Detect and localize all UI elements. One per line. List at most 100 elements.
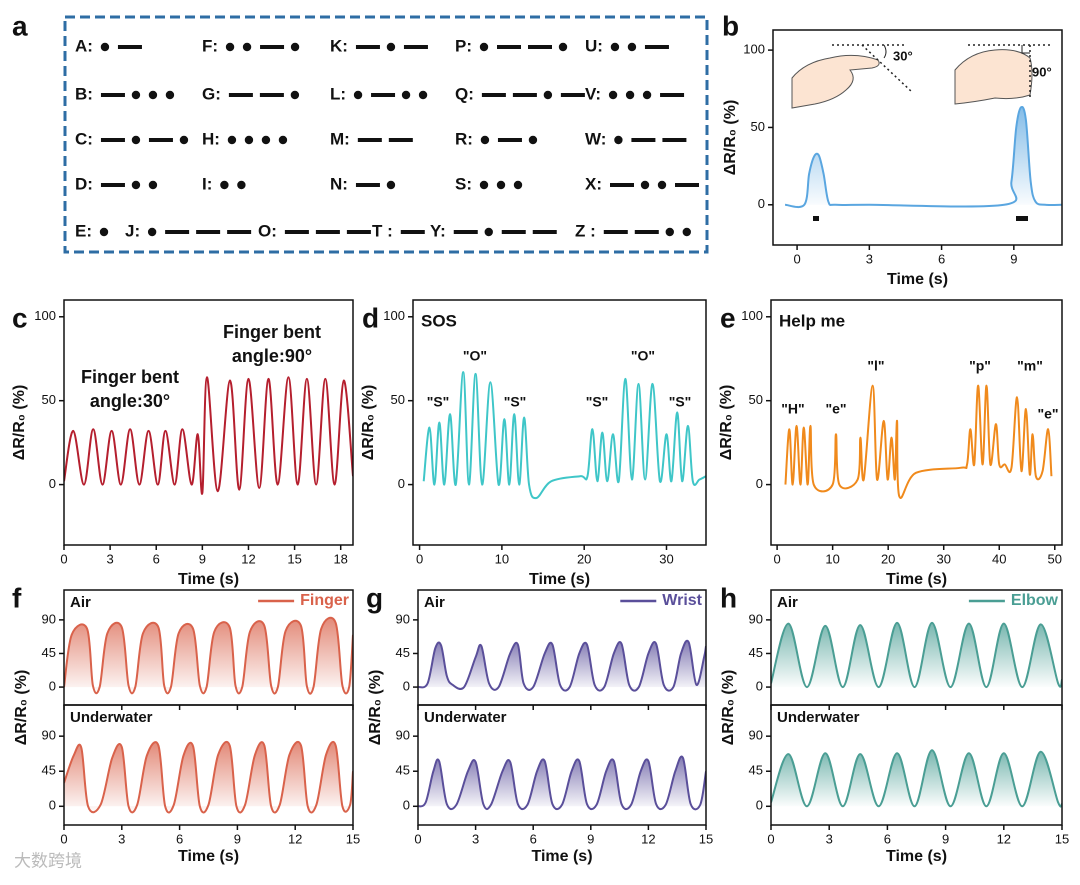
x-tick-label: 3 bbox=[118, 831, 125, 846]
panel-title: Help me bbox=[779, 311, 845, 330]
x-tick-label: 6 bbox=[176, 831, 183, 846]
morse-dot bbox=[642, 90, 652, 100]
morse-dash bbox=[453, 230, 478, 234]
morse-dot bbox=[225, 42, 235, 52]
y-tick-label: 0 bbox=[403, 679, 410, 694]
axes-frame bbox=[63, 299, 354, 546]
axes-frame bbox=[772, 29, 1063, 246]
y-tick-label: 90 bbox=[749, 611, 763, 626]
y-tick-label: 45 bbox=[749, 763, 763, 778]
annotation: angle:90° bbox=[232, 346, 312, 366]
morse-dash bbox=[165, 230, 190, 234]
x-tick-label: 12 bbox=[997, 831, 1011, 846]
annotation: "O" bbox=[463, 348, 487, 364]
y-tick-label: 0 bbox=[49, 476, 56, 491]
y-axis-label: ΔR/R₀ (%) bbox=[360, 385, 377, 461]
y-axis-label: ΔR/R₀ (%) bbox=[13, 670, 30, 746]
panel-sublabel: Air bbox=[777, 594, 798, 611]
x-tick-label: 30 bbox=[659, 551, 673, 566]
axes-frame bbox=[412, 299, 707, 546]
axes-frame bbox=[770, 704, 1063, 826]
panel-sublabel: Underwater bbox=[424, 709, 507, 726]
y-axis-label: ΔR/R₀ (%) bbox=[722, 100, 739, 176]
morse-letter: Q: bbox=[455, 84, 474, 103]
morse-dash bbox=[403, 45, 428, 49]
morse-dot bbox=[543, 90, 553, 100]
y-tick-label: 45 bbox=[42, 763, 56, 778]
y-tick-label: 50 bbox=[751, 119, 765, 134]
x-tick-label: 6 bbox=[153, 551, 160, 566]
morse-dash bbox=[560, 93, 585, 97]
y-tick-label: 100 bbox=[383, 308, 405, 323]
morse-dash bbox=[117, 45, 142, 49]
morse-dash bbox=[631, 138, 656, 142]
x-axis-label: Time (s) bbox=[529, 571, 590, 588]
annotation: "H" bbox=[781, 401, 804, 417]
y-axis-label: ΔR/R₀ (%) bbox=[367, 670, 384, 746]
y-tick-label: 45 bbox=[749, 645, 763, 660]
annotation: angle:30° bbox=[90, 391, 170, 411]
morse-letter: T : bbox=[372, 221, 393, 240]
area-fill bbox=[418, 640, 706, 691]
legend-label: Finger bbox=[300, 592, 349, 609]
morse-letter: L: bbox=[330, 84, 346, 103]
x-tick-label: 0 bbox=[793, 251, 800, 266]
y-tick-label: 90 bbox=[749, 728, 763, 743]
x-tick-label: 9 bbox=[942, 831, 949, 846]
x-tick-label: 15 bbox=[699, 831, 713, 846]
data-line bbox=[64, 616, 353, 695]
x-tick-label: 20 bbox=[881, 551, 895, 566]
panel-label: e bbox=[720, 302, 736, 333]
x-axis-label: Time (s) bbox=[886, 848, 947, 865]
morse-letter: Z : bbox=[575, 221, 596, 240]
annotation: Finger bent bbox=[81, 367, 179, 387]
area-fill bbox=[64, 741, 353, 813]
morse-dash bbox=[148, 138, 173, 142]
morse-dot bbox=[353, 90, 363, 100]
morse-dot bbox=[131, 180, 141, 190]
panel-label: f bbox=[12, 582, 22, 613]
morse-dot bbox=[484, 227, 493, 237]
watermark: 大数跨境 bbox=[14, 851, 82, 870]
x-tick-label: 0 bbox=[414, 831, 421, 846]
morse-dot bbox=[418, 90, 428, 100]
morse-dash bbox=[284, 230, 309, 234]
morse-dash bbox=[100, 183, 125, 187]
annotation: Finger bent bbox=[223, 322, 321, 342]
morse-dot bbox=[480, 135, 490, 145]
data-line bbox=[771, 621, 1062, 689]
x-tick-label: 18 bbox=[333, 551, 347, 566]
y-tick-label: 90 bbox=[396, 611, 410, 626]
morse-dot bbox=[625, 90, 635, 100]
morse-dot bbox=[401, 90, 411, 100]
x-tick-label: 3 bbox=[866, 251, 873, 266]
x-tick-label: 50 bbox=[1048, 551, 1062, 566]
y-tick-label: 0 bbox=[49, 679, 56, 694]
morse-letter: O: bbox=[258, 221, 277, 240]
x-axis-label: Time (s) bbox=[178, 571, 239, 588]
panel-label: h bbox=[720, 582, 737, 613]
morse-dash-indicator bbox=[1016, 216, 1028, 221]
x-tick-label: 3 bbox=[826, 831, 833, 846]
annotation: "S" bbox=[586, 394, 609, 410]
y-tick-label: 0 bbox=[756, 476, 763, 491]
morse-dash bbox=[355, 183, 380, 187]
morse-dot bbox=[479, 180, 489, 190]
morse-dot-indicator bbox=[813, 216, 819, 221]
y-axis-label: ΔR/R₀ (%) bbox=[720, 670, 737, 746]
x-axis-label: Time (s) bbox=[887, 271, 948, 288]
morse-dot bbox=[100, 42, 110, 52]
data-line bbox=[422, 371, 706, 500]
morse-letter: W: bbox=[585, 129, 606, 148]
panel-sublabel: Air bbox=[424, 594, 445, 611]
morse-letter: J: bbox=[125, 221, 140, 240]
y-tick-label: 50 bbox=[42, 392, 56, 407]
morse-dot bbox=[179, 135, 189, 145]
morse-dash bbox=[528, 45, 552, 49]
morse-dot bbox=[290, 90, 300, 100]
morse-dot bbox=[479, 42, 489, 52]
morse-dot bbox=[386, 180, 396, 190]
morse-dot bbox=[220, 180, 229, 190]
morse-dot bbox=[610, 42, 620, 52]
morse-dash bbox=[196, 230, 221, 234]
